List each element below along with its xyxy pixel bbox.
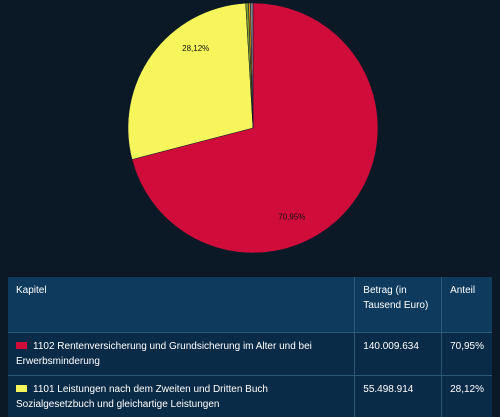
cell-text: 28,12% xyxy=(450,383,484,395)
cell-text: 55.498.914 xyxy=(363,383,414,395)
table-cell: 1102 Rentenversicherung und Grundsicheru… xyxy=(8,332,355,375)
pie-slice xyxy=(127,2,254,160)
color-swatch xyxy=(16,341,27,349)
header-row: Kapitel Betrag (in Tausend Euro) Anteil xyxy=(8,277,492,332)
cell-text: 1102 Rentenversicherung und Grundsicheru… xyxy=(16,340,312,367)
header-cell: Anteil xyxy=(441,277,492,332)
pie-slice xyxy=(250,2,254,129)
cell-text: 1101 Leistungen nach dem Zweiten und Dri… xyxy=(16,383,268,410)
cell-text: 140.009.634 xyxy=(363,340,419,352)
pie-chart: 70,95% 28,12% xyxy=(127,2,379,254)
table-cell: 28,12% xyxy=(441,375,492,417)
table-cell: 1101 Leistungen nach dem Zweiten und Dri… xyxy=(8,375,355,417)
table-cell: 140.009.634 xyxy=(354,332,442,375)
data-table: Kapitel Betrag (in Tausend Euro) Anteil … xyxy=(8,277,492,417)
table-cell: 55.498.914 xyxy=(354,375,442,417)
cell-text: 70,95% xyxy=(450,340,484,352)
value-label: 28,12% xyxy=(182,44,209,53)
header-cell: Kapitel xyxy=(16,285,47,296)
table-cell: 70,95% xyxy=(441,332,492,375)
table-row: 1102 Rentenversicherung und Grundsicheru… xyxy=(8,332,492,375)
header-cell: Betrag (in Tausend Euro) xyxy=(354,277,442,332)
table-row: 1101 Leistungen nach dem Zweiten und Dri… xyxy=(8,375,492,417)
color-swatch xyxy=(16,384,27,392)
pie-slice xyxy=(131,2,379,254)
value-label: 70,95% xyxy=(278,213,305,222)
